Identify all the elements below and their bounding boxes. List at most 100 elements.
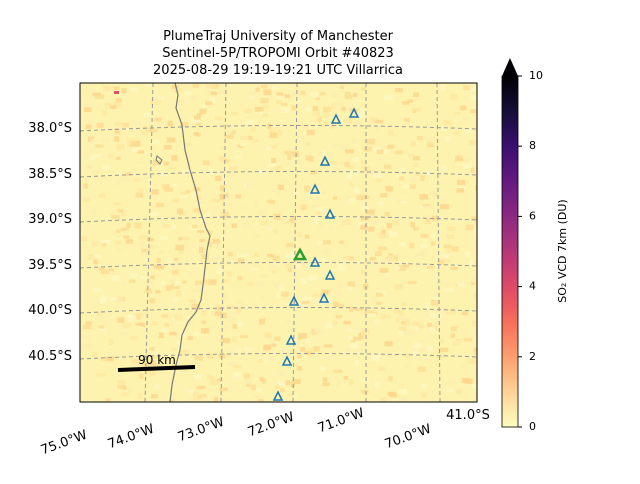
pixel (331, 92, 337, 99)
pixel (394, 150, 404, 155)
pixel (122, 322, 132, 328)
pixel (378, 366, 386, 371)
pixel (165, 285, 172, 292)
pixel (214, 311, 222, 317)
pixel (200, 393, 207, 397)
pixel (459, 105, 467, 111)
pixel (247, 281, 253, 286)
pixel (180, 191, 188, 196)
pixel (398, 382, 404, 389)
pixel (189, 298, 197, 303)
pixel (129, 87, 138, 91)
pixel (197, 230, 204, 234)
volcano (348, 107, 360, 118)
coastline (169, 83, 211, 402)
pixel (191, 361, 199, 365)
pixel (446, 309, 456, 315)
pixel (257, 169, 266, 174)
pixel (284, 150, 293, 155)
pixel (281, 217, 289, 223)
scale-bar-label: 90 km (138, 353, 176, 367)
pixel (203, 212, 210, 217)
pixel (108, 268, 115, 272)
pixel (120, 227, 129, 231)
pixel (117, 380, 125, 386)
pixel (371, 393, 379, 397)
pixel (441, 165, 447, 171)
pixel (366, 138, 376, 145)
pixel (254, 107, 264, 112)
pixel (246, 182, 254, 187)
pixel (181, 280, 187, 284)
pixel (171, 85, 179, 90)
pixel (152, 160, 161, 166)
pixel (183, 169, 190, 176)
pixel (304, 303, 313, 309)
pixel (303, 132, 309, 136)
pixel (95, 144, 104, 148)
pixel (127, 317, 133, 322)
pixel (332, 143, 341, 147)
pixel (211, 84, 219, 89)
pixel (151, 321, 158, 326)
pixel (140, 130, 147, 134)
pixel (384, 94, 393, 101)
pixel (430, 190, 435, 196)
pixel (352, 157, 359, 162)
pixel (292, 203, 301, 209)
volcano (285, 334, 297, 345)
pixel (338, 304, 345, 308)
pixel (413, 350, 420, 357)
pixel (152, 97, 161, 104)
pixel (339, 161, 346, 166)
pixel (254, 234, 261, 239)
pixel (385, 315, 391, 319)
pixel (93, 259, 98, 265)
pixel (370, 355, 380, 362)
pixel (138, 373, 144, 379)
pixel (305, 142, 311, 146)
pixel (261, 378, 267, 384)
pixel (230, 111, 238, 116)
pixel (324, 322, 333, 328)
pixel (154, 117, 162, 122)
pixel (388, 253, 393, 258)
pixel (163, 224, 170, 228)
pixel (175, 244, 185, 251)
pixel (290, 254, 298, 261)
pixel (439, 338, 445, 343)
pixel (274, 336, 281, 342)
pixel (207, 168, 213, 174)
pixel (414, 326, 419, 330)
lon-label: 70.0°W (383, 422, 434, 453)
pixel (220, 292, 228, 299)
pixel (144, 113, 152, 118)
pixel (139, 363, 144, 369)
pixel (189, 94, 198, 101)
pixel (85, 124, 92, 129)
pixel (156, 257, 161, 263)
pixel (316, 207, 325, 213)
pixel (300, 204, 307, 211)
pixel (475, 185, 477, 191)
pixel (195, 195, 202, 199)
pixel (163, 144, 172, 150)
lake (155, 155, 163, 165)
pixel (361, 270, 366, 275)
pixel (412, 163, 419, 168)
pixel (141, 249, 150, 253)
pixel (191, 303, 201, 310)
pixel (360, 216, 369, 221)
pixel (169, 320, 177, 327)
pixel (206, 375, 212, 379)
pixel (415, 172, 420, 177)
pixel (98, 325, 104, 329)
volcano (318, 292, 330, 303)
pixel (271, 85, 277, 92)
pixel (404, 364, 410, 368)
pixel (167, 257, 174, 264)
pixel (253, 394, 263, 398)
pixel (164, 323, 169, 327)
pixel (376, 149, 384, 154)
pixel (268, 163, 277, 168)
